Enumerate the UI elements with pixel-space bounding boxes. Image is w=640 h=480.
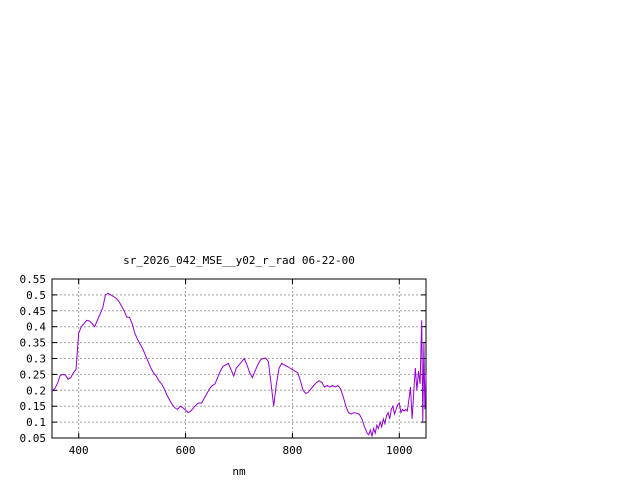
x-tick-label: 1000 [386, 444, 413, 457]
y-tick-label: 0.35 [20, 337, 47, 350]
y-tick-label: 0.25 [20, 368, 47, 381]
x-axis-label: nm [232, 465, 246, 478]
series-line [51, 292, 427, 437]
y-tick-label: 0.15 [20, 400, 47, 413]
y-tick-label: 0.3 [26, 353, 46, 366]
y-tick-label: 0.1 [26, 416, 46, 429]
y-tick-label: 0.55 [20, 273, 47, 286]
x-tick-labels: 400 600 800 1000 [69, 444, 413, 457]
x-tick-label: 600 [176, 444, 196, 457]
y-tick-label: 0.5 [26, 289, 46, 302]
x-tick-label: 800 [282, 444, 302, 457]
y-tick-labels: 0.05 0.1 0.15 0.2 0.25 0.3 0.35 0.4 0.45 0.5 0.55 [20, 273, 47, 445]
y-tick-label: 0.4 [26, 321, 46, 334]
y-tick-label: 0.05 [20, 432, 47, 445]
chart-title: sr_2026_042_MSE__y02_r_rad 06-22-00 [123, 254, 355, 267]
grid [52, 279, 426, 438]
plot-frame [51, 278, 427, 439]
x-tick-label: 400 [69, 444, 89, 457]
y-tick-label: 0.2 [26, 384, 46, 397]
y-tick-label: 0.45 [20, 305, 47, 318]
